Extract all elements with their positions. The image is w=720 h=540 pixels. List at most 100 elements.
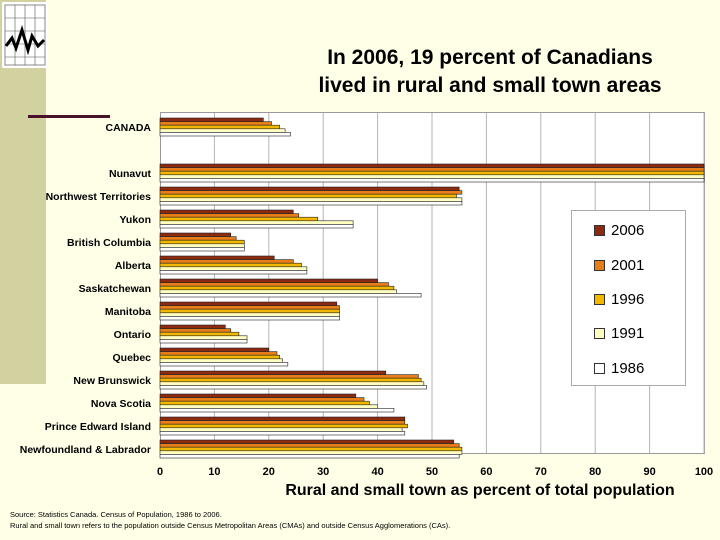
x-tick-label-70: 70 xyxy=(535,466,547,478)
bar-alberta-2001 xyxy=(159,259,294,264)
bar-prince-edward-island-2001 xyxy=(159,420,406,425)
bar-northwest-territories-1986 xyxy=(159,201,463,206)
bar-ontario-1991 xyxy=(159,335,248,340)
bar-british-columbia-2001 xyxy=(159,236,237,241)
bar-prince-edward-island-2006 xyxy=(159,416,406,421)
legend-swatch-1996 xyxy=(594,293,605,305)
source-note: Source: Statistics Canada. Census of Pop… xyxy=(10,510,222,519)
legend-label-1986: 1986 xyxy=(611,359,645,377)
bar-nova-scotia-1986 xyxy=(159,408,395,413)
category-label-quebec: Quebec xyxy=(112,352,151,364)
category-label-saskatchewan: Saskatchewan xyxy=(79,283,151,295)
bar-newfoundland-labrador-1996 xyxy=(159,446,463,452)
category-label-ontario: Ontario xyxy=(114,329,151,341)
x-tick-label-30: 30 xyxy=(317,466,329,478)
category-label-yukon: Yukon xyxy=(119,214,151,226)
category-label-nunavut: Nunavut xyxy=(109,168,152,180)
bar-prince-edward-island-1991 xyxy=(159,427,403,432)
x-tick-label-90: 90 xyxy=(643,466,655,478)
bar-manitoba-1996 xyxy=(159,308,340,314)
legend-swatch-1991 xyxy=(594,327,605,339)
bar-yukon-1986 xyxy=(159,224,354,229)
bar-manitoba-2006 xyxy=(159,301,338,306)
bar-ontario-1996 xyxy=(159,331,240,337)
legend-label-2006: 2006 xyxy=(611,221,645,239)
bar-yukon-2006 xyxy=(159,209,294,214)
bar-nunavut-1986 xyxy=(159,178,705,183)
category-label-canada: CANADA xyxy=(106,122,152,134)
bar-northwest-territories-2006 xyxy=(159,186,460,191)
bar-manitoba-1991 xyxy=(159,312,340,317)
bar-british-columbia-2006 xyxy=(159,232,232,237)
legend-item-1991: 1991 xyxy=(594,323,644,343)
legend-label-1996: 1996 xyxy=(611,290,645,308)
category-label-newfoundland-labrador: Newfoundland & Labrador xyxy=(20,444,151,456)
bar-newfoundland-labrador-1991 xyxy=(159,450,463,455)
x-tick-label-40: 40 xyxy=(371,466,383,478)
bar-nova-scotia-1991 xyxy=(159,404,378,409)
bar-alberta-1991 xyxy=(159,266,308,271)
category-label-british-columbia: British Columbia xyxy=(67,237,151,249)
bar-manitoba-1986 xyxy=(159,316,340,321)
bar-new-brunswick-1986 xyxy=(159,385,427,390)
bar-newfoundland-labrador-1986 xyxy=(159,454,460,459)
legend: 2006 2001 1996 1991 1986 xyxy=(571,210,686,386)
category-label-alberta: Alberta xyxy=(115,260,151,272)
bar-saskatchewan-1996 xyxy=(159,285,395,291)
chart-title: In 2006, 19 percent of Canadians lived i… xyxy=(260,44,720,100)
bar-nunavut-1996 xyxy=(159,170,705,176)
title-rule xyxy=(28,115,110,118)
category-label-new-brunswick: New Brunswick xyxy=(73,375,151,387)
bar-british-columbia-1986 xyxy=(159,247,245,252)
category-label-manitoba: Manitoba xyxy=(105,306,151,318)
bar-quebec-2001 xyxy=(159,351,278,356)
x-tick-label-80: 80 xyxy=(589,466,601,478)
statcan-logo xyxy=(2,2,48,68)
legend-item-2006: 2006 xyxy=(594,220,644,240)
bar-nova-scotia-2006 xyxy=(159,393,357,398)
bar-nova-scotia-1996 xyxy=(159,400,370,406)
bar-newfoundland-labrador-2006 xyxy=(159,439,455,444)
bar-quebec-1986 xyxy=(159,362,289,367)
bar-northwest-territories-2001 xyxy=(159,190,463,195)
bar-yukon-1991 xyxy=(159,220,354,225)
legend-item-1986: 1986 xyxy=(594,358,644,378)
bar-new-brunswick-2006 xyxy=(159,370,387,375)
bar-british-columbia-1996 xyxy=(159,239,245,245)
bar-saskatchewan-1986 xyxy=(159,293,422,298)
bar-canada-2006 xyxy=(159,117,264,122)
bar-northwest-territories-1996 xyxy=(159,193,457,199)
category-label-nova-scotia: Nova Scotia xyxy=(91,398,151,410)
x-tick-label-0: 0 xyxy=(157,466,163,478)
source-notes: Source: Statistics Canada. Census of Pop… xyxy=(10,509,450,531)
bar-ontario-2006 xyxy=(159,324,226,329)
bar-ontario-2001 xyxy=(159,328,232,333)
bar-nunavut-2006 xyxy=(159,163,705,168)
legend-swatch-2001 xyxy=(594,259,605,271)
chart-title-line-1: In 2006, 19 percent of Canadians xyxy=(327,46,653,69)
bar-canada-1996 xyxy=(159,124,280,130)
bar-canada-2001 xyxy=(159,121,272,126)
legend-item-2001: 2001 xyxy=(594,255,644,275)
legend-label-2001: 2001 xyxy=(611,256,645,274)
bar-new-brunswick-2001 xyxy=(159,374,419,379)
bar-canada-1986 xyxy=(159,132,291,137)
bar-nunavut-1991 xyxy=(159,174,705,179)
bar-new-brunswick-1996 xyxy=(159,377,422,383)
bar-ontario-1986 xyxy=(159,339,248,344)
bar-quebec-2006 xyxy=(159,347,270,352)
x-tick-label-100: 100 xyxy=(695,466,713,478)
bar-saskatchewan-2001 xyxy=(159,282,389,287)
bar-alberta-1996 xyxy=(159,262,302,268)
category-label-prince-edward-island: Prince Edward Island xyxy=(45,421,151,433)
legend-item-1996: 1996 xyxy=(594,289,644,309)
legend-label-1991: 1991 xyxy=(611,324,645,342)
x-axis-label: Rural and small town as percent of total… xyxy=(285,482,675,499)
bar-yukon-1996 xyxy=(159,216,319,222)
x-tick-label-10: 10 xyxy=(208,466,220,478)
x-tick-label-50: 50 xyxy=(426,466,438,478)
bar-alberta-2006 xyxy=(159,255,275,260)
bar-nunavut-2001 xyxy=(159,167,705,172)
chart-title-line-2: lived in rural and small town areas xyxy=(318,74,662,97)
